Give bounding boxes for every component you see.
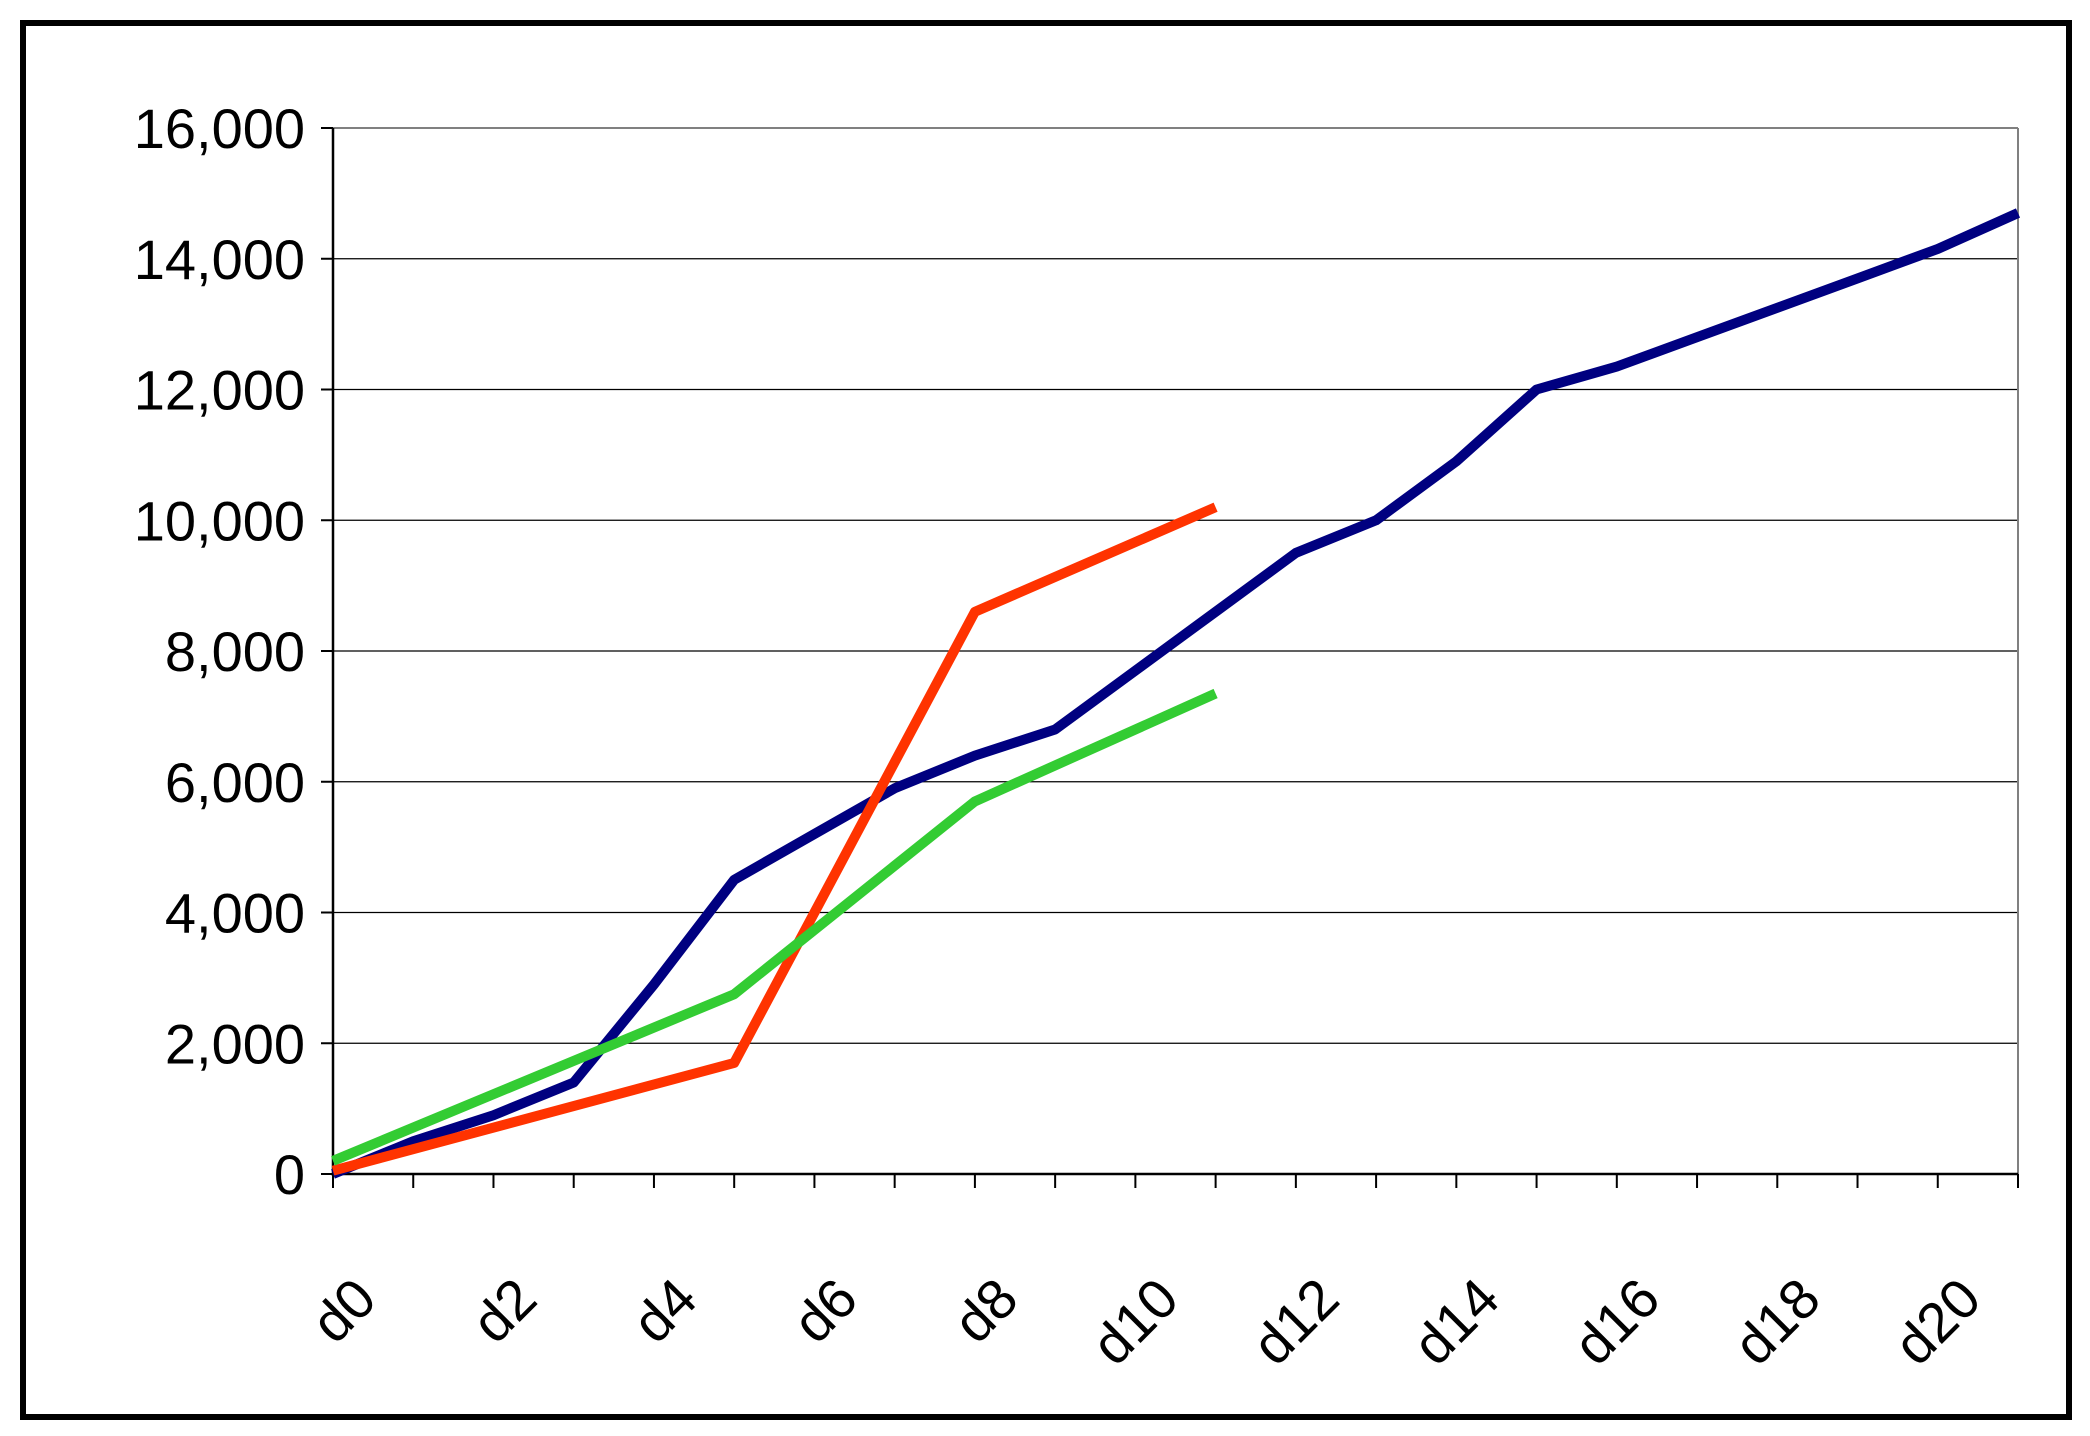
y-tick-label: 10,000 — [134, 489, 305, 552]
x-tick-label: d14 — [1400, 1266, 1511, 1377]
gridlines — [333, 127, 2018, 1044]
chart-frame: 0 2,000 4,000 6,000 8,000 10,000 12,000 14,000 1… — [20, 20, 2072, 1420]
axes — [321, 127, 2019, 1188]
x-tick-label: d12 — [1240, 1266, 1351, 1377]
series-line-2 — [331, 502, 1218, 1176]
y-tick-label: 4,000 — [165, 882, 305, 945]
y-tick-labels: 0 2,000 4,000 6,000 8,000 10,000 12,000 14,000 1… — [134, 97, 305, 1206]
y-tick-label: 8,000 — [165, 620, 305, 683]
series-lines — [331, 208, 2021, 1179]
x-tick-label: d4 — [620, 1266, 709, 1355]
series-line-1 — [331, 208, 2021, 1179]
x-tick-label: d0 — [299, 1266, 388, 1355]
x-tick-label: d2 — [459, 1266, 548, 1355]
x-tick-label: d8 — [941, 1266, 1030, 1355]
y-tick-label: 2,000 — [165, 1012, 305, 1075]
x-tick-label: d20 — [1882, 1266, 1993, 1377]
y-tick-label: 6,000 — [165, 751, 305, 814]
line-chart: 0 2,000 4,000 6,000 8,000 10,000 12,000 14,000 1… — [134, 97, 2021, 1377]
x-tick-labels: d0 d2 d4 d6 d8 d10 d12 d14 d16 d18 d20 — [299, 1266, 1992, 1377]
y-tick-label: 12,000 — [134, 359, 305, 422]
y-tick-label: 14,000 — [134, 228, 305, 291]
series-line-3 — [331, 688, 1218, 1166]
x-tick-label: d18 — [1721, 1266, 1832, 1377]
y-tick-label: 0 — [274, 1143, 305, 1206]
x-tick-label: d16 — [1561, 1266, 1672, 1377]
x-tick-label: d6 — [780, 1266, 869, 1355]
x-tick-label: d10 — [1079, 1266, 1190, 1377]
y-tick-label: 16,000 — [134, 97, 305, 160]
